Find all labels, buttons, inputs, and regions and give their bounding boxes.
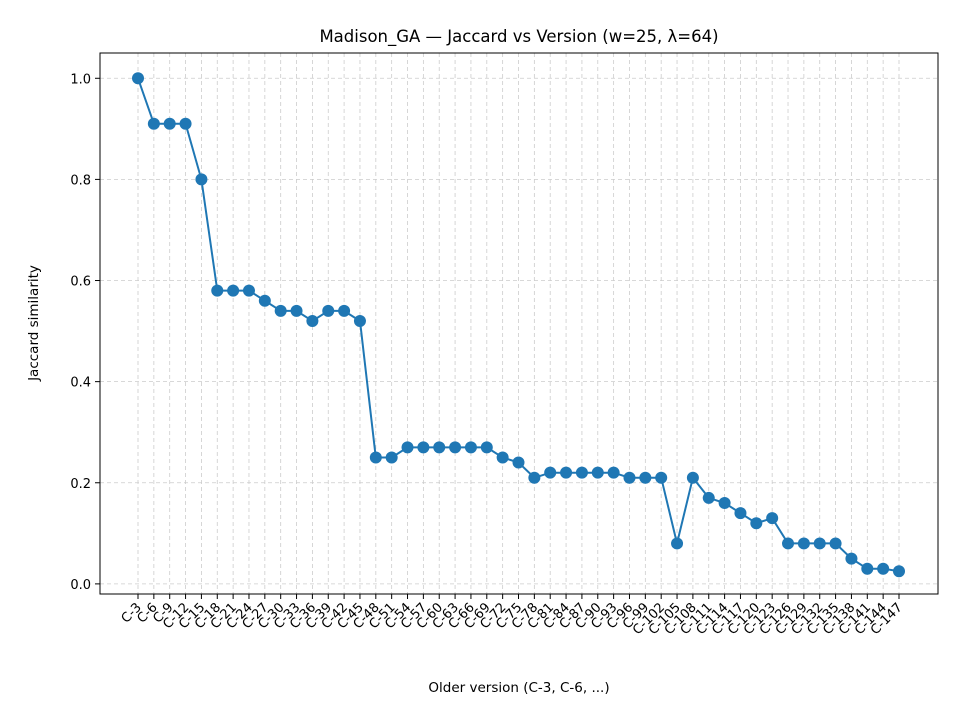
data-point xyxy=(845,552,858,565)
data-point xyxy=(686,471,699,484)
data-point xyxy=(528,471,541,484)
grid xyxy=(100,53,938,594)
data-point xyxy=(544,466,557,479)
data-point xyxy=(893,565,905,578)
data-point xyxy=(433,441,446,454)
chart-title: Madison_GA — Jaccard vs Version (w=25, λ… xyxy=(319,27,718,47)
data-point xyxy=(385,451,398,464)
data-point xyxy=(671,537,684,550)
y-tick-label: 0.6 xyxy=(70,275,91,290)
data-point xyxy=(750,517,763,530)
y-axis: 0.0 0.2 0.4 0.6 0.8 1.0 xyxy=(70,72,100,593)
data-point xyxy=(449,441,462,454)
data-point xyxy=(575,466,588,479)
data-point xyxy=(417,441,430,454)
data-point xyxy=(464,441,477,454)
data-point xyxy=(639,471,652,484)
data-point xyxy=(147,117,160,130)
data-point xyxy=(242,284,255,297)
data-point xyxy=(702,491,715,504)
plot-frame xyxy=(99,52,939,595)
data-point xyxy=(322,304,335,317)
series-line xyxy=(132,72,905,578)
data-point xyxy=(623,471,636,484)
y-axis-label: Jaccard similarity xyxy=(26,265,42,382)
data-point xyxy=(782,537,795,550)
data-point xyxy=(607,466,620,479)
data-point xyxy=(274,304,287,317)
data-point xyxy=(369,451,382,464)
data-point xyxy=(718,496,731,509)
data-point xyxy=(797,537,810,550)
data-point xyxy=(227,284,240,297)
data-point xyxy=(353,314,366,327)
data-point xyxy=(338,304,351,317)
data-point xyxy=(813,537,826,550)
data-point xyxy=(560,466,573,479)
y-tick-label: 0.4 xyxy=(70,376,91,391)
data-point xyxy=(480,441,493,454)
data-point xyxy=(179,117,192,130)
x-axis-label: Older version (C-3, C-6, ...) xyxy=(428,680,609,696)
data-point xyxy=(734,507,747,520)
y-tick-label: 0.8 xyxy=(70,173,91,188)
data-point xyxy=(290,304,303,317)
data-point xyxy=(163,117,176,130)
data-point xyxy=(401,441,414,454)
data-point xyxy=(306,314,319,327)
y-tick-label: 1.0 xyxy=(70,72,91,87)
data-point xyxy=(655,471,668,484)
data-point xyxy=(496,451,509,464)
data-point xyxy=(829,537,842,550)
y-tick-label: 0.0 xyxy=(70,578,91,593)
data-point xyxy=(861,562,874,575)
data-point xyxy=(258,294,271,307)
y-tick-label: 0.2 xyxy=(70,477,91,492)
data-point xyxy=(591,466,604,479)
data-point xyxy=(877,562,890,575)
data-point xyxy=(132,72,144,85)
data-point xyxy=(211,284,224,297)
data-point xyxy=(512,456,525,469)
data-point xyxy=(195,173,208,186)
data-point xyxy=(766,512,779,525)
x-axis: C-3C-6C-9C-12C-15C-18C-21C-24C-27C-30C-3… xyxy=(119,594,906,638)
